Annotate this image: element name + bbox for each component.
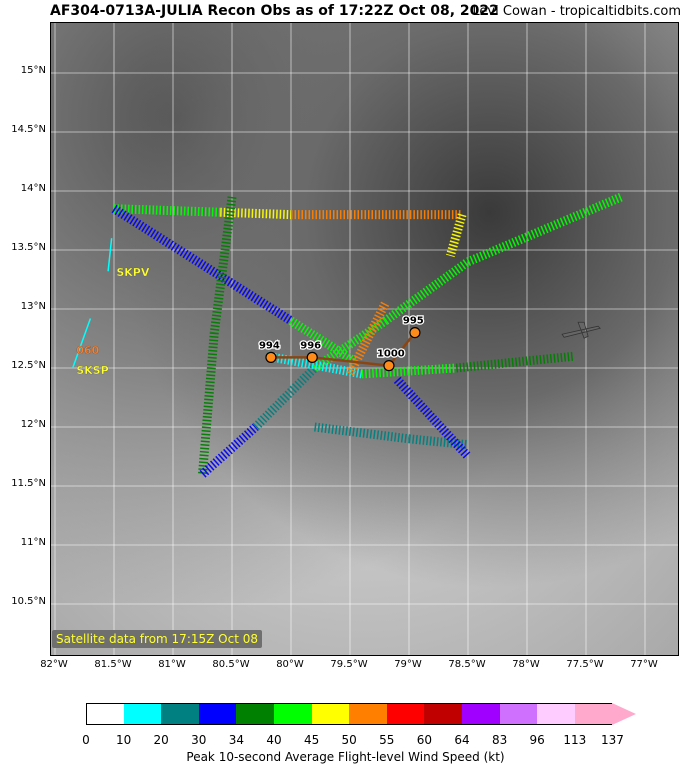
wind-barb-segment xyxy=(314,422,410,444)
pressure-label: 1000 xyxy=(377,349,405,360)
plane-icon xyxy=(561,321,601,339)
lon-tick-label: 78.5°W xyxy=(448,659,486,670)
lat-tick-label: 10.5°N xyxy=(11,596,46,607)
colorbar-segment xyxy=(86,703,124,725)
colorbar-segment xyxy=(198,703,237,725)
colorbar-segment xyxy=(161,703,199,725)
wind-barb-segment xyxy=(111,204,294,325)
pressure-label: 994 xyxy=(259,340,280,351)
wind-barb-segment xyxy=(220,207,292,220)
satellite-timestamp: Satellite data from 17:15Z Oct 08 xyxy=(52,630,262,648)
map-credit: Levi Cowan - tropicaltidbits.com xyxy=(472,4,681,19)
lon-tick-label: 81.5°W xyxy=(94,659,132,670)
lat-tick-label: 11°N xyxy=(20,537,46,548)
pressure-marker xyxy=(409,327,421,339)
colorbar-segment xyxy=(499,703,538,725)
station-barb xyxy=(71,318,92,369)
lon-tick-label: 79.5°W xyxy=(330,659,368,670)
colorbar-tick-label: 20 xyxy=(153,733,169,747)
colorbar-tick-label: 137 xyxy=(600,733,624,747)
lat-tick-label: 12.5°N xyxy=(11,360,46,371)
wind-barb-segment xyxy=(466,192,624,266)
wind-colorbar xyxy=(86,703,637,725)
map-title: AF304-0713A-JULIA Recon Obs as of 17:22Z… xyxy=(50,3,499,19)
wind-barb-segment xyxy=(382,258,471,325)
colorbar-tick-label: 45 xyxy=(303,733,320,747)
colorbar-segment xyxy=(123,703,162,725)
colorbar-segment xyxy=(386,703,425,725)
lon-tick-label: 79°W xyxy=(394,659,422,670)
station-barb xyxy=(107,238,113,272)
colorbar-segment xyxy=(349,703,387,725)
wind-barb-segment xyxy=(199,423,259,478)
wind-barb-segment xyxy=(345,301,390,376)
lat-tick-label: 14.5°N xyxy=(11,124,46,135)
colorbar-tick-label: 113 xyxy=(563,733,587,747)
lon-tick-label: 81°W xyxy=(158,659,186,670)
lat-tick-label: 13°N xyxy=(20,301,46,312)
colorbar-segment xyxy=(574,703,613,725)
station-label: SKPV xyxy=(116,266,150,279)
lat-tick-label: 12°N xyxy=(20,419,46,430)
colorbar-label: Peak 10-second Average Flight-level Wind… xyxy=(186,750,505,764)
colorbar-tick-label: 64 xyxy=(454,733,470,747)
colorbar-extend-arrow xyxy=(612,703,637,725)
station-label: SKSP xyxy=(76,364,108,377)
lat-tick-label: 13.5°N xyxy=(11,242,46,253)
wind-barb-segment xyxy=(288,317,359,366)
lon-tick-label: 77°W xyxy=(630,659,658,670)
pressure-label: 996 xyxy=(300,340,321,351)
station-label: 060 xyxy=(76,344,99,357)
pressure-track xyxy=(270,331,416,367)
pressure-label: 995 xyxy=(403,316,424,327)
wind-barb-segment xyxy=(113,204,221,217)
colorbar-tick-label: 40 xyxy=(266,733,282,747)
wind-barb-segment xyxy=(198,332,219,475)
colorbar-tick-label: 0 xyxy=(82,733,90,747)
colorbar-tick-label: 83 xyxy=(491,733,508,747)
wind-barb-segment xyxy=(455,351,575,373)
lon-tick-label: 80°W xyxy=(276,659,304,670)
colorbar-tick-label: 10 xyxy=(115,733,132,747)
wind-barb-segment xyxy=(209,196,237,334)
colorbar-tick-label: 30 xyxy=(191,733,207,747)
colorbar-tick-label: 96 xyxy=(529,733,545,747)
pressure-marker xyxy=(265,351,277,363)
colorbar-segment xyxy=(273,703,312,725)
lon-tick-label: 78°W xyxy=(512,659,540,670)
pressure-marker xyxy=(383,360,395,372)
lat-tick-label: 15°N xyxy=(20,65,46,76)
lon-tick-label: 82°W xyxy=(40,659,68,670)
colorbar-tick-label: 60 xyxy=(416,733,433,747)
lat-tick-label: 14°N xyxy=(20,183,46,194)
colorbar-segment xyxy=(236,703,274,725)
wind-barb-segment xyxy=(445,213,467,258)
colorbar-segment xyxy=(461,703,500,725)
colorbar-segment xyxy=(311,703,350,725)
recon-map: SKPV 060 SKSP 994 996 1000 995 xyxy=(50,22,679,656)
wind-barb-segment xyxy=(252,364,318,431)
colorbar-segment xyxy=(424,703,462,725)
lon-tick-label: 77.5°W xyxy=(566,659,604,670)
lat-tick-label: 11.5°N xyxy=(11,478,46,489)
colorbar-tick-label: 55 xyxy=(379,733,395,747)
colorbar-tick-label: 34 xyxy=(228,733,245,747)
lon-tick-label: 80.5°W xyxy=(212,659,250,670)
colorbar-segment xyxy=(537,703,575,725)
colorbar-tick-label: 50 xyxy=(341,733,357,747)
wind-barb-segment xyxy=(393,376,472,460)
map-overlay: SKPV 060 SKSP 994 996 1000 995 xyxy=(51,23,678,655)
pressure-marker xyxy=(306,351,318,363)
